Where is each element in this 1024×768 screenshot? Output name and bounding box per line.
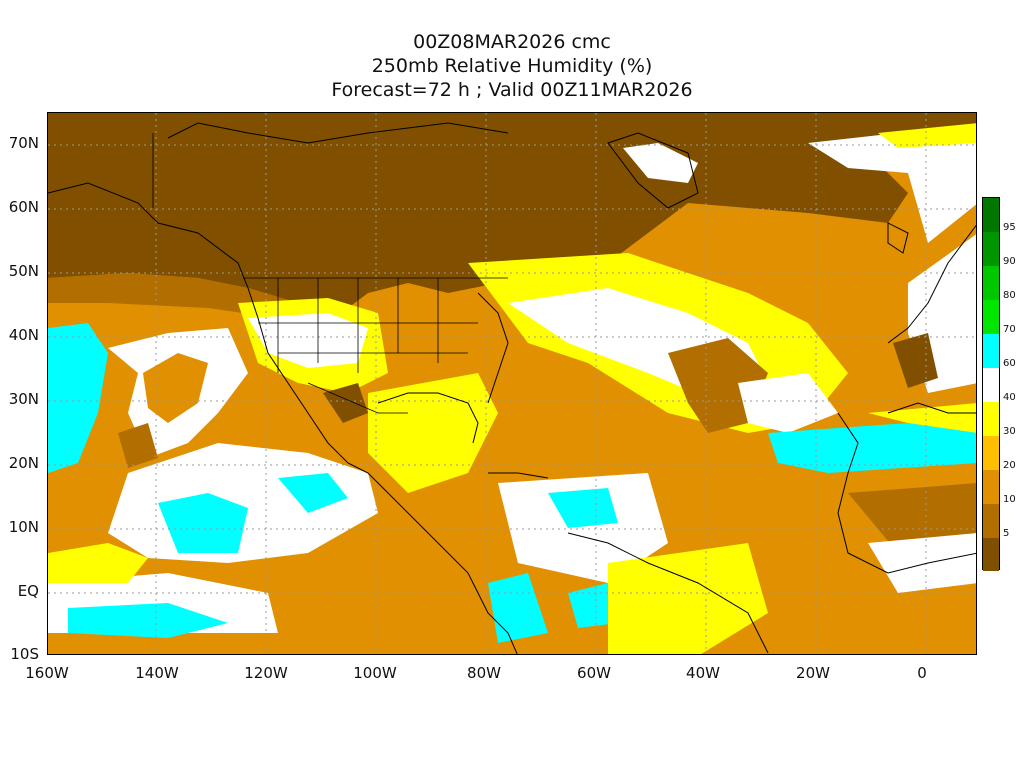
lat-label-20n: 20N (8, 454, 39, 472)
lat-label-40n: 40N (8, 326, 39, 344)
greenland-moist (623, 143, 698, 183)
gulf-yellow (368, 373, 498, 493)
colorbar-seg-40 (983, 368, 999, 402)
lon-label-0: 0 (917, 664, 927, 682)
lon-label-140w: 140W (135, 664, 179, 682)
north-atlantic-moist (808, 133, 976, 243)
iceland-yellow (878, 123, 976, 148)
title-model-run: 00Z08MAR2026 cmc (413, 31, 611, 53)
colorbar-seg-30 (983, 402, 999, 436)
lon-label-160w: 160W (25, 664, 69, 682)
lon-label-40w: 40W (686, 664, 720, 682)
gulf-guinea-white (868, 533, 976, 593)
pacific-cyan (48, 323, 108, 473)
atlantic-white-2 (738, 373, 838, 433)
title-variable: 250mb Relative Humidity (%) (371, 55, 653, 77)
colorbar-label-80: 80 (1003, 290, 1016, 301)
colorbar-label-90: 90 (1003, 256, 1016, 267)
lat-label-70n: 70N (8, 134, 39, 152)
lat-label-50n: 50N (8, 262, 39, 280)
lat-label-eq: EQ (17, 582, 39, 600)
equator-yellow (48, 543, 148, 583)
map-panel (47, 112, 977, 655)
lat-label-10s: 10S (10, 645, 39, 663)
iberia-dry (893, 333, 938, 388)
lon-label-100w: 100W (353, 664, 397, 682)
colorbar (982, 197, 1000, 571)
colorbar-label-20: 20 (1003, 460, 1016, 471)
south-america-cyan-2 (568, 583, 618, 628)
colorbar-label-95: 95 (1003, 222, 1016, 233)
africa-cyan (768, 423, 976, 473)
lon-label-80w: 80W (467, 664, 501, 682)
lat-label-60n: 60N (8, 198, 39, 216)
lat-label-10n: 10N (8, 518, 39, 536)
lon-label-60w: 60W (577, 664, 611, 682)
colorbar-seg-20 (983, 436, 999, 470)
colorbar-label-10: 10 (1003, 494, 1016, 505)
colorbar-seg-0 (983, 538, 999, 571)
colorbar-seg-5 (983, 504, 999, 538)
lon-label-20w: 20W (796, 664, 830, 682)
colorbar-label-30: 30 (1003, 426, 1016, 437)
caribbean-cyan (548, 488, 618, 528)
coastlines (48, 122, 976, 654)
tropical-pacific-cyan-2 (278, 473, 348, 513)
colorbar-label-70: 70 (1003, 324, 1016, 335)
colorbar-seg-90 (983, 232, 999, 266)
colorbar-seg-60 (983, 334, 999, 368)
equator-cyan (68, 603, 228, 638)
chart-title: 00Z08MAR2026 cmc 250mb Relative Humidity… (0, 30, 1024, 102)
pacific-swirl-orange (143, 353, 208, 423)
south-america-yellow (608, 543, 768, 654)
atlantic-dry-swirl (668, 338, 768, 433)
humidity-map (48, 113, 976, 654)
colorbar-seg-95plus (983, 198, 999, 232)
colorbar-seg-80 (983, 266, 999, 300)
lat-label-30n: 30N (8, 390, 39, 408)
colorbar-label-5: 5 (1003, 528, 1010, 539)
title-forecast: Forecast=72 h ; Valid 00Z11MAR2026 (331, 79, 693, 101)
pacific-swirl-core (118, 423, 158, 468)
caribbean-white (498, 473, 668, 583)
grid-lines (48, 113, 976, 654)
tropical-pacific-cyan (158, 493, 248, 553)
colorbar-seg-10 (983, 470, 999, 504)
political-borders (152, 133, 508, 414)
us-southwest-dry (323, 383, 368, 423)
lon-label-120w: 120W (244, 664, 288, 682)
africa-dry (848, 483, 976, 553)
dry-band-north (48, 113, 976, 308)
colorbar-label-60: 60 (1003, 358, 1016, 369)
colorbar-label-40: 40 (1003, 392, 1016, 403)
colorbar-seg-70 (983, 300, 999, 334)
south-america-cyan (488, 573, 548, 643)
